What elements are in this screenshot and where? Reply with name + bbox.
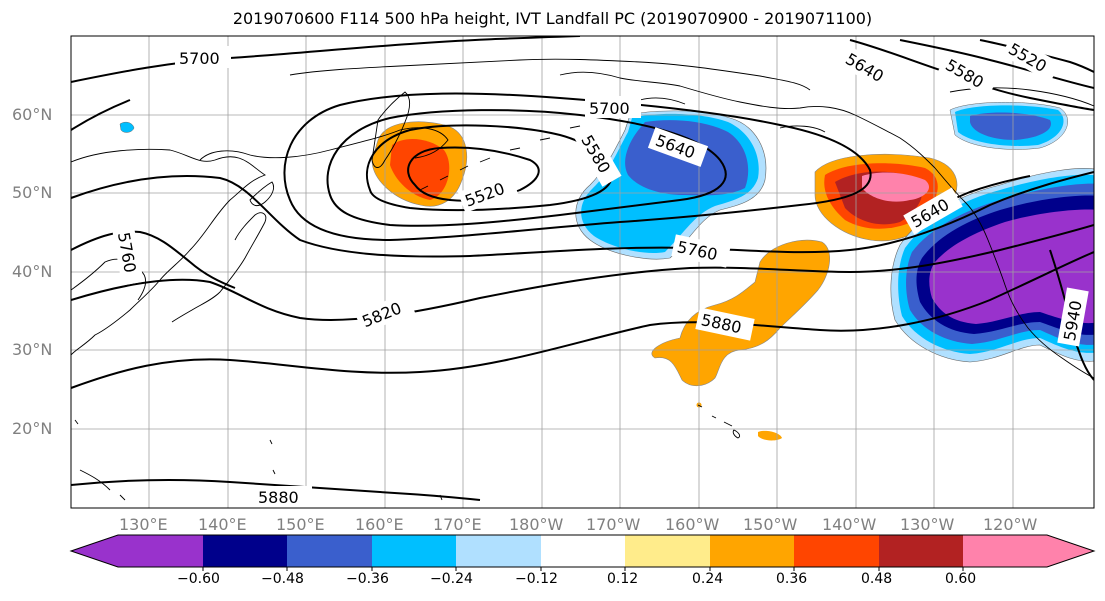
colorbar-tick-label: 0.48 bbox=[861, 571, 893, 587]
colorbar-swatch bbox=[118, 535, 203, 567]
coastlines bbox=[71, 58, 1094, 501]
coast-asia bbox=[71, 148, 267, 356]
colorbar-extend-high bbox=[1047, 535, 1094, 567]
lon-label: 130°E bbox=[119, 515, 168, 534]
contour-label: 5700 bbox=[589, 99, 630, 118]
colorbar-swatch bbox=[625, 535, 710, 567]
lon-label: 170°W bbox=[586, 515, 641, 534]
lat-label: 30°N bbox=[12, 340, 53, 359]
contour-5700 bbox=[283, 92, 872, 242]
colorbar-swatch bbox=[456, 535, 541, 567]
colorbar-tick-label: 0.36 bbox=[776, 571, 808, 587]
colorbar-tick-label: −0.48 bbox=[261, 571, 304, 587]
colorbar-tick-label: −0.12 bbox=[515, 571, 558, 587]
contour-label: 5880 bbox=[258, 488, 299, 507]
colorbar-swatch bbox=[963, 535, 1047, 567]
colorbar-tick-label: −0.60 bbox=[177, 571, 220, 587]
colorbar-tick-label: 0.60 bbox=[945, 571, 977, 587]
colorbar bbox=[69, 534, 1096, 571]
lon-label: 170°E bbox=[433, 515, 482, 534]
lon-label: 160°W bbox=[665, 515, 720, 534]
colorbar-tick-label: −0.24 bbox=[430, 571, 473, 587]
colorbar-tick-label: 0.24 bbox=[692, 571, 724, 587]
map-frame bbox=[70, 35, 1095, 509]
contour-5880 bbox=[71, 251, 1094, 389]
lat-label: 40°N bbox=[12, 262, 53, 281]
colorbar-swatch bbox=[372, 535, 456, 567]
colorbar-swatch bbox=[287, 535, 372, 567]
lat-label: 20°N bbox=[12, 419, 53, 438]
colorbar-swatch bbox=[710, 535, 794, 567]
coast-north-america bbox=[934, 167, 1094, 379]
lat-label: 50°N bbox=[12, 183, 53, 202]
lon-label: 140°W bbox=[822, 515, 877, 534]
coast-japan bbox=[171, 212, 267, 323]
colorbar-swatch bbox=[794, 535, 879, 567]
map-title: 2019070600 F114 500 hPa height, IVT Land… bbox=[232, 9, 873, 28]
coast-hawaii bbox=[697, 404, 741, 439]
lon-label: 180°W bbox=[509, 515, 564, 534]
colorbar-extend-low bbox=[71, 535, 118, 567]
lon-label: 160°E bbox=[355, 515, 404, 534]
lon-label: 150°W bbox=[743, 515, 798, 534]
lon-label: 150°E bbox=[276, 515, 325, 534]
colorbar-swatch bbox=[879, 535, 963, 567]
lon-label: 120°W bbox=[983, 515, 1038, 534]
colorbar-swatch bbox=[203, 535, 287, 567]
contour-5520 bbox=[407, 146, 540, 202]
map-plot-area bbox=[71, 36, 1094, 508]
lon-label: 130°W bbox=[900, 515, 955, 534]
contour-label: 5700 bbox=[179, 49, 220, 68]
contour-5640 bbox=[326, 109, 727, 227]
contour-5820 bbox=[71, 224, 1094, 321]
lat-label: 60°N bbox=[12, 105, 53, 124]
contour-5760 bbox=[71, 171, 1094, 258]
coast-alaska bbox=[559, 71, 936, 169]
colorbar-tick-label: −0.36 bbox=[346, 571, 389, 587]
contour-label-group: 5700 5700 5640 5580 5520 5520 5580 5640 … bbox=[112, 35, 1089, 508]
colorbar-swatch bbox=[541, 535, 625, 567]
colorbar-tick-label: 0.12 bbox=[607, 571, 639, 587]
lon-label: 140°E bbox=[198, 515, 247, 534]
